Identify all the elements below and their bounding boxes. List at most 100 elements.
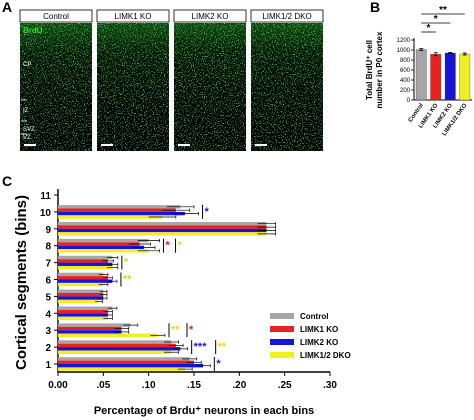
legend-label: Control	[300, 312, 328, 321]
bar	[58, 357, 190, 361]
bar	[58, 208, 176, 212]
y-tick-label: 6	[45, 276, 51, 287]
bar	[58, 330, 122, 334]
legend-label: LIMK1 KO	[300, 325, 338, 334]
bar	[58, 350, 172, 354]
x-tick-label: 0.00	[48, 380, 68, 391]
y-tick-label: 2	[45, 343, 51, 354]
y-axis-title-line: number in P0 cortex	[375, 31, 384, 108]
legend-label: LIMK1/2 DKO	[300, 351, 351, 360]
bar	[58, 232, 267, 236]
scale-bar	[101, 144, 113, 146]
layer-label-vz: VZ	[23, 135, 31, 141]
x-tick-label: .20	[232, 380, 246, 391]
bar	[58, 360, 194, 364]
y-tick-label: 800	[400, 58, 411, 64]
panel-label-b: B	[370, 0, 380, 15]
bar	[58, 313, 108, 317]
x-tick-label: .25	[278, 380, 292, 391]
bar	[58, 340, 172, 344]
y-axis-title: Total BrdU⁺ cellnumber in P0 cortex	[365, 31, 384, 108]
bar	[58, 309, 108, 314]
x-tick-label: .05	[96, 380, 110, 391]
bar	[58, 299, 99, 304]
y-tick-label: 1	[45, 360, 51, 371]
legend-label: LIMK2 KO	[300, 338, 338, 347]
bar	[58, 367, 185, 371]
y-tick-label: 3	[45, 326, 51, 337]
significance-marker: *	[427, 23, 431, 34]
bar	[58, 272, 104, 277]
bar	[58, 306, 113, 310]
bar	[444, 52, 456, 101]
y-axis-title-line: Total BrdU⁺ cell	[365, 40, 374, 100]
scale-bar	[255, 144, 267, 146]
bar	[58, 245, 145, 250]
bar	[58, 238, 149, 243]
legend-swatch	[270, 326, 294, 332]
stain-label: BrdU	[23, 26, 43, 35]
column-label-control: Control	[43, 12, 69, 21]
y-tick-label: 9	[45, 225, 51, 236]
bar	[58, 249, 149, 253]
y-tick-label: 1000	[397, 48, 411, 54]
bar	[58, 215, 163, 219]
layer-label-cp: CP	[23, 62, 31, 68]
y-tick-label: 1200	[397, 38, 411, 44]
bar	[58, 333, 158, 337]
bar	[58, 205, 181, 209]
x-tick-label: .15	[187, 380, 201, 391]
significance-marker: *	[178, 240, 183, 252]
y-tick-label: 7	[45, 259, 51, 270]
bar	[58, 323, 131, 327]
significance-marker: *	[124, 257, 129, 269]
legend-swatch	[270, 339, 294, 345]
significance-marker: ***	[194, 341, 208, 353]
legend-swatch	[270, 313, 294, 319]
significance-marker: *	[434, 14, 438, 25]
y-tick-label: 4	[45, 309, 51, 320]
bar	[58, 293, 104, 297]
bar	[58, 276, 108, 280]
y-tick-label: 11	[40, 191, 51, 202]
significance-marker: *	[189, 324, 194, 336]
image-column-limk1-ko: LIMK1 KO	[96, 9, 170, 151]
bar	[58, 266, 113, 270]
bar	[58, 279, 113, 283]
bar	[459, 53, 471, 101]
scale-bar	[178, 144, 190, 146]
x-axis-title: Percentage of Brdu⁺ neurons in each bins	[94, 405, 314, 417]
bar	[58, 296, 104, 300]
column-label-limk2-ko: LIMK2 KO	[192, 12, 229, 21]
x-tick-label: .10	[142, 380, 156, 391]
scale-bar	[24, 144, 36, 146]
bar	[58, 289, 104, 293]
y-tick-label: 5	[45, 292, 51, 303]
significance-marker: **	[439, 5, 447, 16]
bar	[58, 343, 176, 348]
y-tick-label: 400	[400, 78, 411, 84]
y-tick-label: 200	[400, 88, 411, 94]
y-tick-label: 8	[45, 242, 51, 253]
bar	[58, 211, 185, 216]
bar	[58, 225, 267, 229]
bar	[58, 228, 267, 233]
y-tick-label: 10	[40, 208, 52, 219]
image-column-limk2-ko: LIMK2 KO	[173, 9, 247, 151]
bar	[58, 364, 204, 368]
image-column-limk12-dko: LIMK1/2 DKO	[250, 9, 324, 151]
legend-swatch	[270, 352, 294, 358]
bar	[58, 347, 181, 351]
bar	[58, 259, 108, 263]
layer-label-svz: SVZ	[23, 127, 35, 133]
bar	[58, 242, 140, 246]
column-label-limk1-ko: LIMK1 KO	[115, 12, 152, 21]
significance-marker: *	[166, 240, 171, 252]
significance-marker: *	[205, 206, 210, 218]
y-axis-title: Cortical segments (bins)	[13, 195, 30, 370]
bar	[58, 262, 113, 266]
significance-marker: **	[123, 274, 132, 286]
panel-label-c: C	[2, 173, 12, 189]
bar	[58, 255, 113, 260]
